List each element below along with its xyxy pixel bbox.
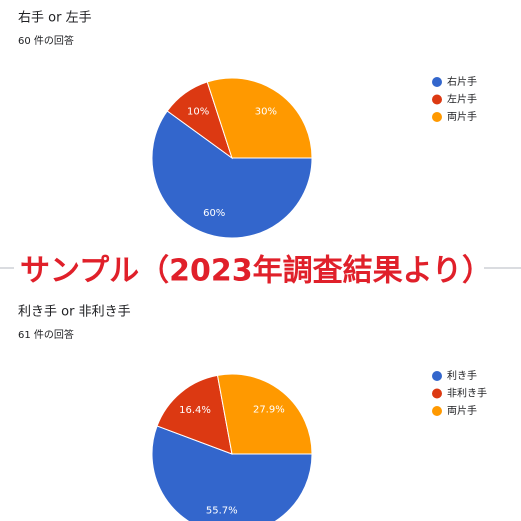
legend-label: 非利き手 <box>447 387 487 400</box>
legend-swatch <box>432 388 442 399</box>
banner-bg <box>14 250 484 290</box>
slice-label: 30% <box>255 106 277 117</box>
chart-title: 右手 or 左手 <box>18 11 92 26</box>
legend-label: 両片手 <box>447 110 477 123</box>
response-count: 61 件の回答 <box>18 328 74 341</box>
legend-swatch <box>432 94 442 105</box>
legend-label: 右片手 <box>447 75 477 88</box>
legend-swatch <box>432 77 442 87</box>
legend-label: 利き手 <box>447 369 477 382</box>
chart-title: 利き手 or 非利き手 <box>18 305 131 320</box>
pie-slice <box>156 374 233 455</box>
pie-slice <box>151 110 313 239</box>
legend-swatch <box>432 371 442 381</box>
slice-label: 27.9% <box>253 405 285 416</box>
legend-label: 両片手 <box>447 404 477 417</box>
slice-label: 55.7% <box>206 506 238 517</box>
pie-slice <box>206 77 313 159</box>
slice-label: 10% <box>187 106 209 117</box>
banner: サンプル（2023年調査結果より） <box>20 254 492 289</box>
legend-swatch <box>432 112 442 122</box>
legend-swatch <box>432 406 442 416</box>
pie-slice <box>216 373 313 455</box>
response-count: 60 件の回答 <box>18 34 74 47</box>
slice-label: 60% <box>203 208 225 219</box>
legend-label: 左片手 <box>447 93 477 106</box>
slice-label: 16.4% <box>179 405 211 416</box>
pie-slice <box>151 425 313 521</box>
